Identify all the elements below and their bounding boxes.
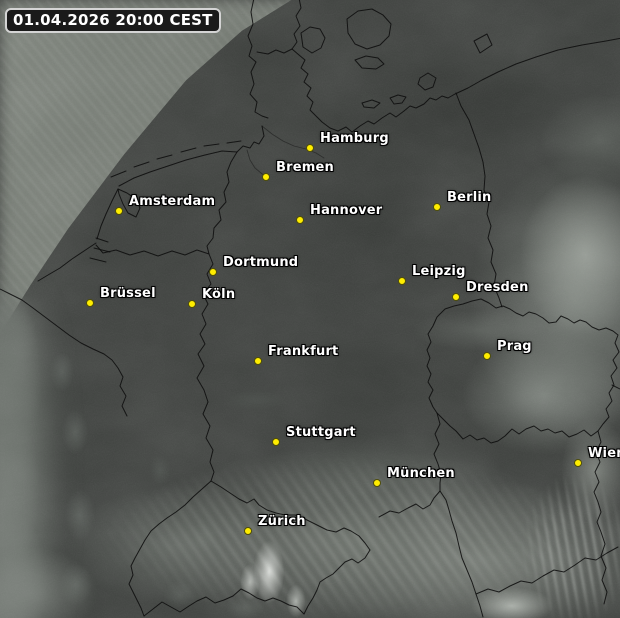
city-dot-icon xyxy=(483,352,491,360)
city-dot-icon xyxy=(296,216,304,224)
city-dot-icon xyxy=(433,203,441,211)
border-switzerland-austria xyxy=(303,549,371,615)
island-bornholm xyxy=(473,33,493,54)
city-label: Zürich xyxy=(258,514,306,529)
coast-belgium xyxy=(37,242,97,282)
city-dot-icon xyxy=(262,173,270,181)
city-dot-icon xyxy=(115,207,123,215)
city-label: München xyxy=(387,466,455,481)
city-dot-icon xyxy=(244,527,252,535)
city-dot-icon xyxy=(452,293,460,301)
city-label: Wien xyxy=(588,446,620,461)
island-fuenen xyxy=(300,26,326,54)
city-label: Hamburg xyxy=(320,131,389,146)
border-czechia-slovakia xyxy=(611,384,620,390)
coast-netherlands-west xyxy=(96,188,119,240)
city-label: Dortmund xyxy=(223,255,299,270)
city-label: Frankfurt xyxy=(268,344,339,359)
city-label: Brüssel xyxy=(100,286,156,301)
river-elbe xyxy=(261,125,325,159)
city-dot-icon xyxy=(272,438,280,446)
frisian-island xyxy=(133,161,150,168)
frisian-island xyxy=(110,170,127,178)
border-switzerland-italy xyxy=(143,588,305,617)
coast-german-bight xyxy=(236,125,265,153)
city-label: Leipzig xyxy=(412,264,466,279)
coast-netherlands-north xyxy=(118,150,238,187)
island-ruegen xyxy=(417,72,437,91)
border-austria-italy-slovenia xyxy=(475,546,619,595)
border-denmark-germany xyxy=(256,48,293,55)
coast-jutland-east xyxy=(291,0,302,50)
island-lolland xyxy=(354,55,385,70)
city-label: Bremen xyxy=(276,160,334,175)
city-label: Amsterdam xyxy=(129,194,216,209)
city-dot-icon xyxy=(86,299,94,307)
frisian-island xyxy=(156,154,173,160)
island-zealand xyxy=(346,8,392,50)
island-falster xyxy=(389,94,407,105)
frisian-island xyxy=(226,140,242,144)
border-austria-salzburg xyxy=(439,490,484,618)
coast-jutland-west xyxy=(247,0,269,119)
border-germany-austria xyxy=(378,490,441,518)
border-switzerland-west xyxy=(128,480,212,617)
border-czechia xyxy=(426,298,620,444)
island-small-baltic xyxy=(361,99,381,109)
city-label: Stuttgart xyxy=(286,425,356,440)
timestamp-badge: 01.04.2026 20:00 CEST xyxy=(5,8,221,33)
city-dot-icon xyxy=(254,357,262,365)
frisian-island xyxy=(180,147,197,153)
frisian-island xyxy=(203,143,220,147)
city-label: Dresden xyxy=(466,280,529,295)
city-dot-icon xyxy=(306,144,314,152)
city-label: Köln xyxy=(202,287,236,302)
city-label: Prag xyxy=(497,339,532,354)
border-belgium-france xyxy=(0,288,128,417)
city-dot-icon xyxy=(574,459,582,467)
city-dot-icon xyxy=(188,300,196,308)
city-label: Berlin xyxy=(447,190,492,205)
city-dot-icon xyxy=(398,277,406,285)
coast-schleswig-east xyxy=(291,48,339,132)
border-netherlands-belgium xyxy=(95,244,210,257)
city-label: Hannover xyxy=(310,203,383,218)
city-dot-icon xyxy=(209,268,217,276)
city-dot-icon xyxy=(373,479,381,487)
